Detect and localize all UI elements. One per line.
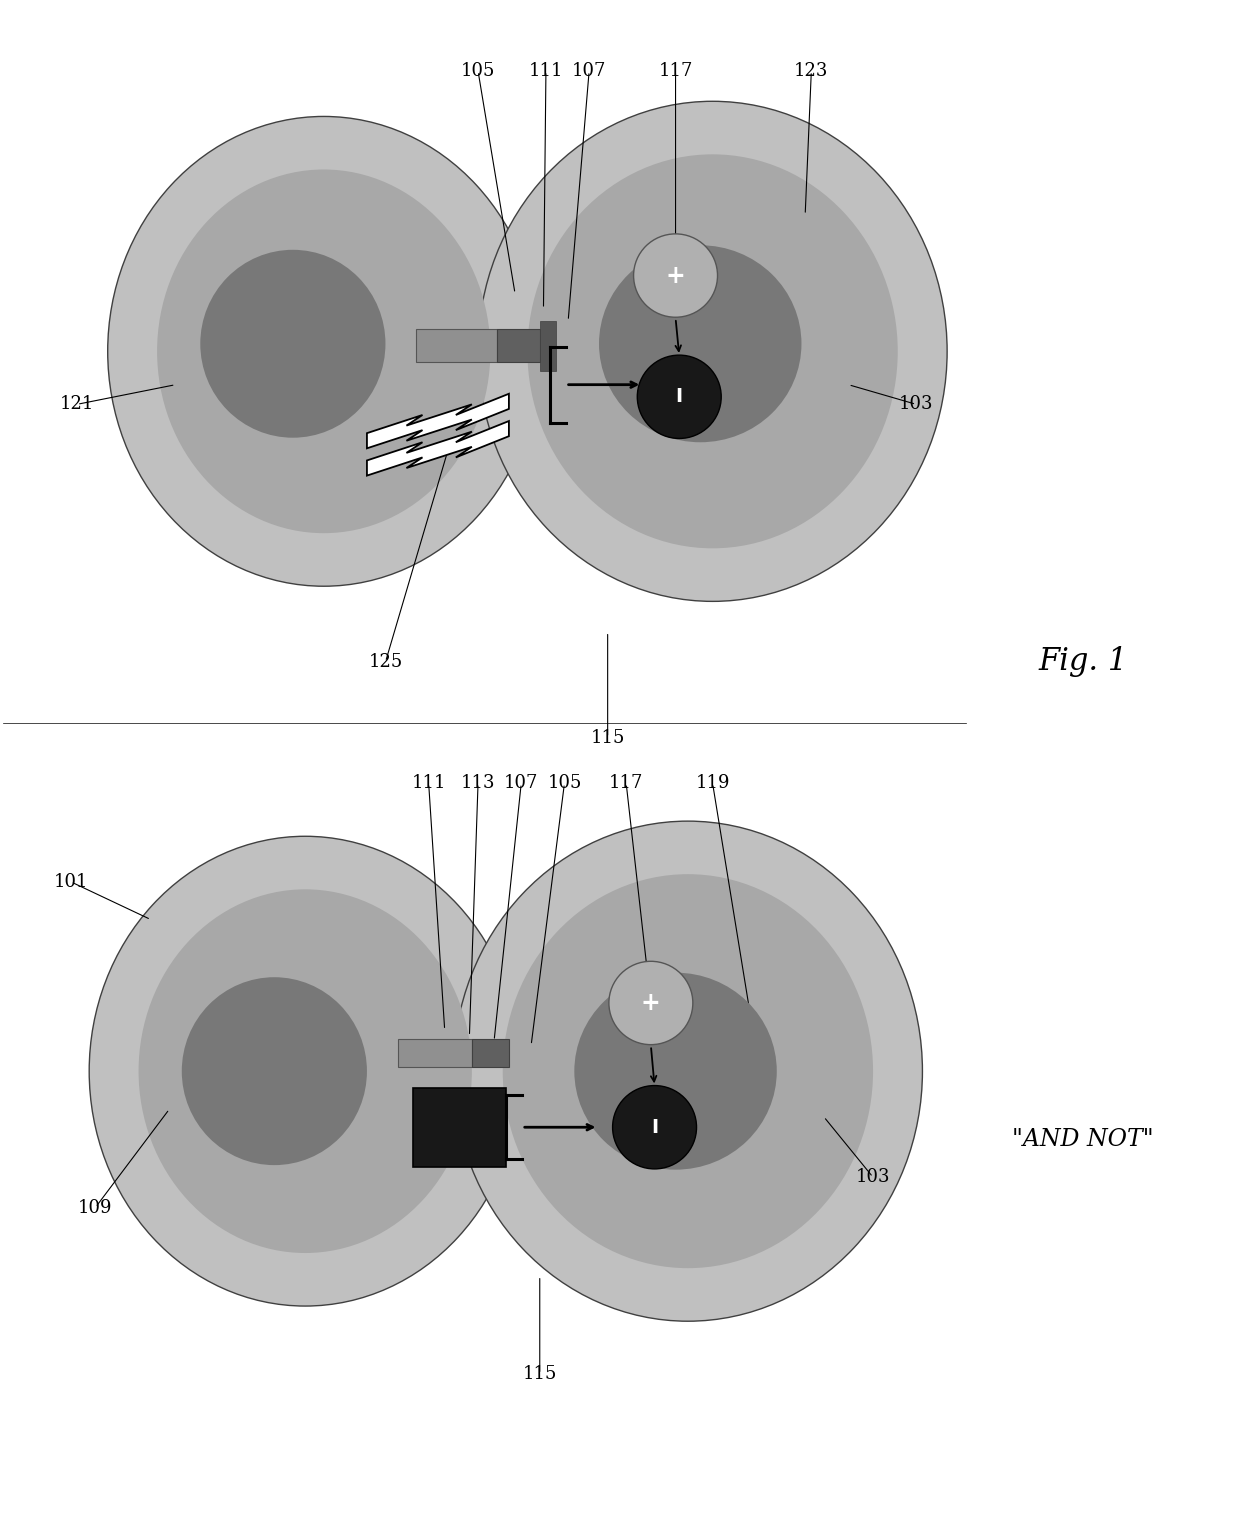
Ellipse shape (574, 972, 776, 1170)
Text: 117: 117 (658, 62, 693, 81)
Text: +: + (641, 992, 661, 1015)
FancyBboxPatch shape (413, 1088, 506, 1167)
Text: Fig. 1: Fig. 1 (1038, 646, 1127, 677)
Text: 113: 113 (461, 774, 495, 792)
Polygon shape (367, 421, 508, 476)
Text: 123: 123 (794, 62, 828, 81)
Ellipse shape (157, 169, 490, 534)
Text: 121: 121 (60, 395, 94, 414)
Text: 101: 101 (53, 873, 88, 891)
Ellipse shape (613, 1086, 697, 1170)
Ellipse shape (454, 821, 923, 1322)
Text: 103: 103 (899, 395, 934, 414)
Text: 103: 103 (856, 1168, 890, 1186)
Ellipse shape (479, 102, 947, 601)
Text: 111: 111 (528, 62, 563, 81)
Ellipse shape (634, 234, 718, 318)
FancyBboxPatch shape (539, 321, 556, 371)
Text: 115: 115 (522, 1366, 557, 1383)
Ellipse shape (527, 154, 898, 549)
Text: 109: 109 (78, 1199, 113, 1217)
Ellipse shape (599, 245, 801, 443)
Ellipse shape (108, 117, 539, 586)
Text: 125: 125 (368, 653, 403, 671)
Text: 115: 115 (590, 729, 625, 747)
Ellipse shape (89, 837, 521, 1307)
FancyBboxPatch shape (472, 1039, 508, 1066)
Text: "AND NOT": "AND NOT" (1012, 1129, 1153, 1151)
Ellipse shape (637, 354, 722, 438)
Text: 105: 105 (461, 62, 495, 81)
Ellipse shape (201, 249, 386, 438)
Text: 119: 119 (696, 774, 730, 792)
FancyBboxPatch shape (398, 1039, 472, 1066)
Polygon shape (367, 394, 508, 449)
Text: I: I (676, 388, 683, 406)
Text: 117: 117 (609, 774, 644, 792)
Text: 111: 111 (412, 774, 446, 792)
FancyBboxPatch shape (417, 329, 496, 362)
FancyBboxPatch shape (496, 329, 539, 362)
Text: 105: 105 (547, 774, 582, 792)
Ellipse shape (502, 875, 873, 1269)
Text: 107: 107 (572, 62, 606, 81)
Text: I: I (651, 1118, 658, 1136)
Text: 107: 107 (503, 774, 538, 792)
Text: +: + (666, 263, 686, 287)
Ellipse shape (609, 961, 693, 1045)
Ellipse shape (182, 976, 367, 1165)
Ellipse shape (139, 890, 472, 1253)
